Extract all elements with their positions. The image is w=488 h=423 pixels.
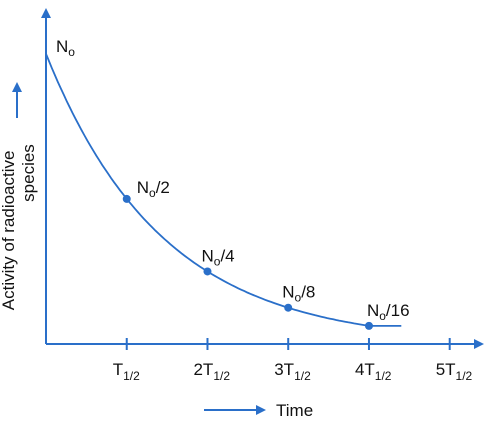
data-point [203, 267, 212, 276]
data-point [284, 303, 293, 312]
point-label: No/8 [282, 283, 315, 305]
x-tick-label: 5T1/2 [436, 360, 473, 383]
x-tick-label: 4T1/2 [355, 360, 392, 383]
x-tick-label: 2T1/2 [193, 360, 230, 383]
point-label: No/16 [367, 301, 410, 323]
data-point [364, 321, 373, 330]
x-tick-label: 3T1/2 [274, 360, 311, 383]
y-axis-title: Activity of radioactive species [0, 144, 38, 310]
point-label: No/4 [201, 246, 234, 268]
x-axis-title: Time [276, 401, 313, 420]
y-axis-title-line-2: species [19, 144, 38, 202]
point-label: No/2 [137, 178, 170, 200]
y-axis-title-line-1: Activity of radioactive [0, 151, 18, 311]
x-tick-label: T1/2 [113, 360, 140, 383]
decay-curve [45, 53, 402, 327]
data-point [122, 194, 131, 203]
point-label: No [56, 37, 75, 59]
